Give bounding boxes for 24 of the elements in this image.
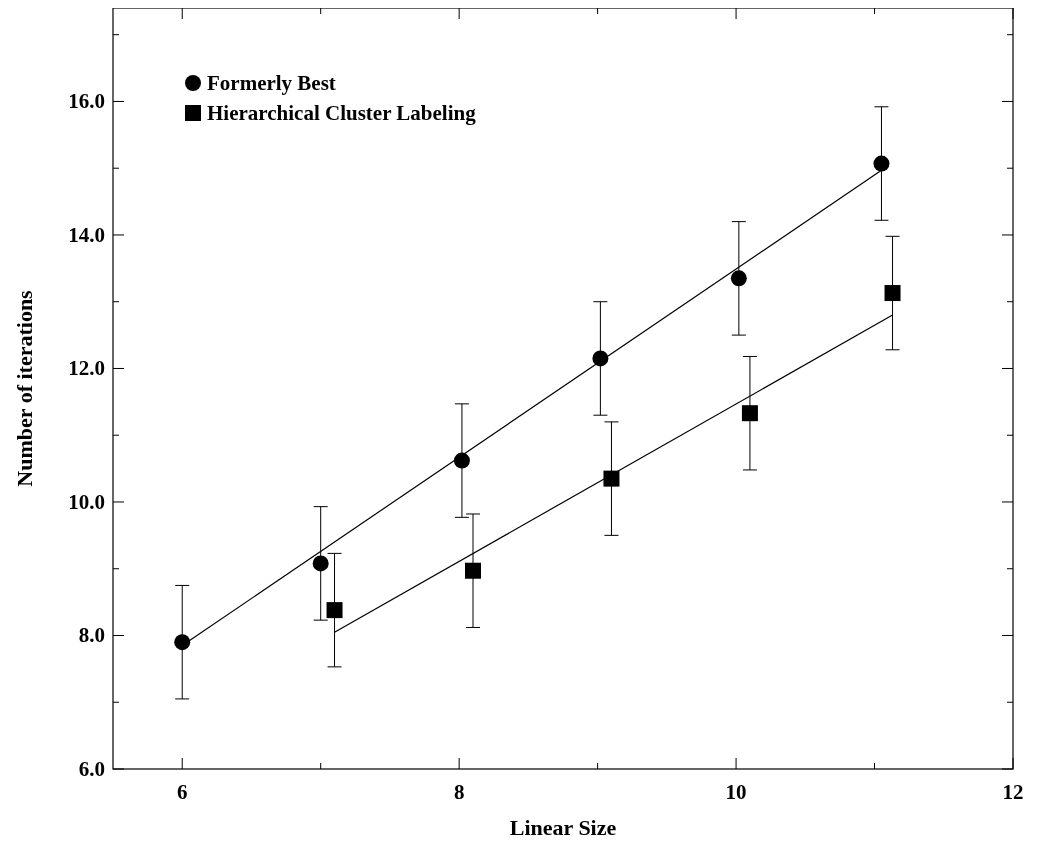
x-axis-title: Linear Size <box>509 815 617 840</box>
y-tick-label: 10.0 <box>68 489 105 514</box>
legend-label: Hierarchical Cluster Labeling <box>207 101 477 125</box>
legend-label: Formerly Best <box>207 71 336 95</box>
x-tick-label: 12 <box>1002 780 1024 804</box>
point <box>741 405 758 422</box>
x-tick-label: 6 <box>176 780 188 804</box>
y-tick-label: 14.0 <box>68 222 105 247</box>
y-axis-title: Number of iterations <box>12 289 37 487</box>
point <box>873 155 890 172</box>
point <box>603 470 620 487</box>
y-tick-label: 12.0 <box>68 356 105 381</box>
point <box>312 555 329 572</box>
y-tick-label: 8.0 <box>78 623 105 648</box>
point <box>730 270 747 287</box>
point <box>884 285 901 302</box>
x-tick-label: 10 <box>725 780 747 804</box>
y-tick-label: 6.0 <box>78 757 105 781</box>
point <box>326 602 343 619</box>
x-tick-label: 8 <box>453 780 465 804</box>
y-tick-label: 16.0 <box>68 89 105 114</box>
point <box>465 562 481 579</box>
point <box>453 452 470 469</box>
point <box>174 634 191 651</box>
